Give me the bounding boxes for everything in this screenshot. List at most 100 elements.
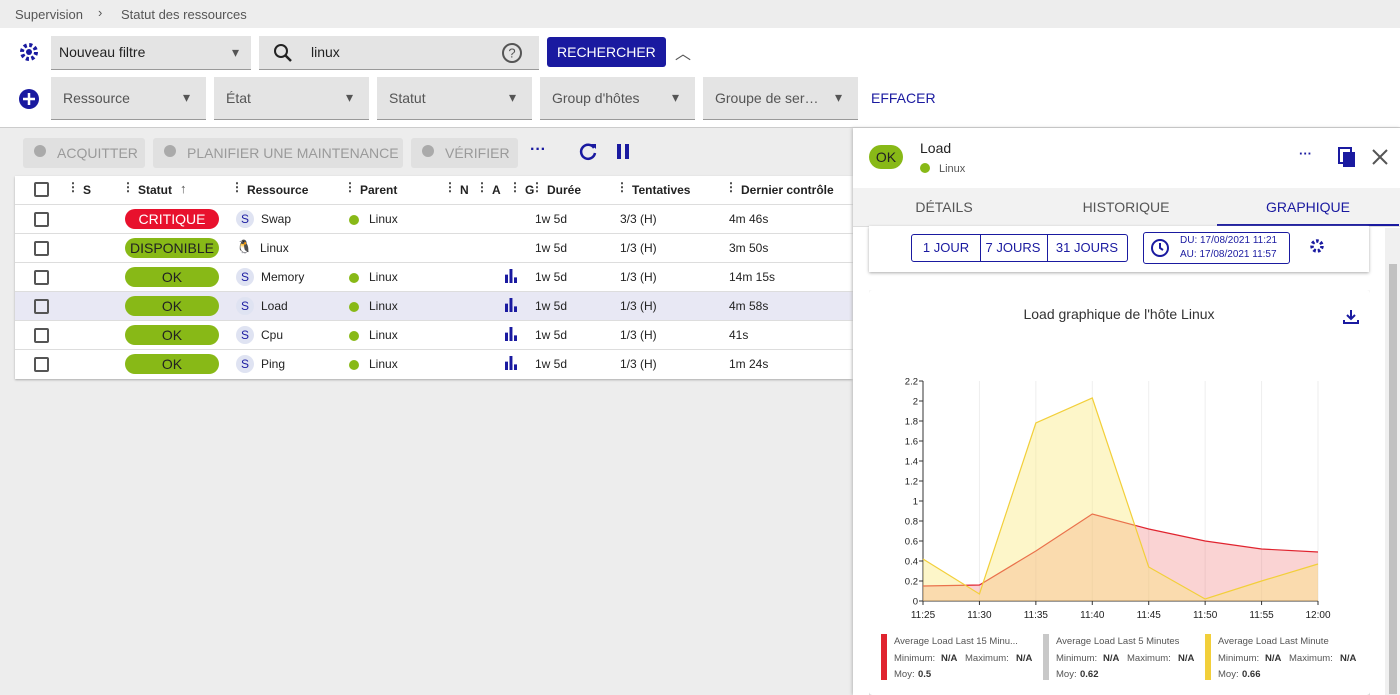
tab[interactable]: DÉTAILS [915,199,973,215]
period-button[interactable]: 31 JOURS [1047,234,1128,262]
action-button[interactable]: ACQUITTER [23,138,145,168]
column-header[interactable]: Statut [138,183,172,197]
pause-icon[interactable] [614,143,634,161]
status-chip: OK [125,325,219,345]
parent-name: Linux [369,357,398,371]
chart-background [869,290,1370,695]
column-header[interactable]: Durée [547,183,582,197]
help-icon[interactable]: ? [501,42,523,64]
close-icon[interactable] [1371,148,1389,166]
resource-name: Cpu [261,328,284,342]
row-checkbox[interactable] [34,212,49,227]
tab[interactable]: GRAPHIQUE [1217,188,1399,226]
download-icon[interactable] [1343,310,1359,324]
settings-icon[interactable] [1309,238,1325,254]
table-row[interactable]: DISPONIBLE 🐧 Linux 1w 5d 1/3 (H) 3m 50s [15,233,853,263]
criteria-select[interactable]: État ▾ [214,77,369,120]
dropdown-arrow: ▾ [345,89,353,105]
panel-name: Load [920,140,952,156]
x-tick-label: 11:45 [1137,610,1162,621]
type-badge: S [236,268,254,286]
table-row[interactable]: OK S Memory Linux 1w 5d 1/3 (H) 14m 15s [15,262,853,292]
y-tick-label: 1.2 [905,477,918,488]
graph-icon[interactable] [505,327,517,341]
column-dots: ⋮ [725,180,737,194]
copy-icon[interactable] [1337,146,1357,168]
refresh-icon[interactable] [577,141,599,163]
search-button[interactable]: RECHERCHER [547,37,666,67]
legend-swatch [1043,634,1049,680]
legend-name[interactable]: Average Load Last Minute [1218,636,1329,647]
add-icon[interactable] [18,88,40,110]
graph-icon[interactable] [505,269,517,283]
legend-avg: 0.5 [918,669,932,680]
type-badge: S [236,297,254,315]
search-icon [274,44,292,62]
more-icon[interactable]: ··· [530,141,546,158]
crumb[interactable]: Statut des ressources [121,7,247,22]
column-header[interactable]: Tentatives [632,183,691,197]
y-tick-label: 0.8 [905,517,918,528]
column-header[interactable]: G [525,183,535,197]
filter-select[interactable]: Nouveau filtre ▾ [51,36,251,70]
collapse-icon[interactable]: ︿ [675,46,692,63]
resource-name: Memory [261,270,305,284]
graph-icon[interactable] [505,298,517,312]
legend-name[interactable]: Average Load Last 15 Minu... [894,636,1018,647]
column-header[interactable]: S [83,183,92,197]
table-row[interactable]: OK S Load Linux 1w 5d 1/3 (H) 4m 58s [15,291,853,321]
last-check: 4m 58s [729,299,769,313]
action-button[interactable]: VÉRIFIER [411,138,518,168]
search-input[interactable]: linux ? [259,36,539,70]
scroll-thumb[interactable] [1389,264,1397,694]
more-icon[interactable]: ··· [1299,146,1312,161]
header-checkbox[interactable] [34,182,49,197]
duration: 1w 5d [535,241,568,255]
criteria-select[interactable]: Group d'hôtes ▾ [540,77,695,120]
column-header[interactable]: A [492,183,501,197]
tab[interactable]: HISTORIQUE [1082,199,1170,215]
period-button[interactable]: 1 JOUR [911,234,981,262]
row-checkbox[interactable] [34,299,49,314]
table-row[interactable]: CRITIQUE S Swap Linux 1w 5d 3/3 (H) 4m 46s [15,204,853,234]
graph-icon[interactable] [505,356,517,370]
column-header[interactable]: N [460,183,469,197]
table-row[interactable]: OK S Ping Linux 1w 5d 1/3 (H) 1m 24s [15,349,853,379]
dropdown-arrow: ▾ [834,89,842,105]
legend-name[interactable]: Average Load Last 5 Minutes [1056,636,1180,647]
row-checkbox[interactable] [34,357,49,372]
y-tick-label: 0.6 [905,537,918,548]
clear-button[interactable]: EFFACER [871,90,936,106]
period-card: DU: 17/08/2021 11:21 AU: 17/08/2021 11:5… [869,226,1369,272]
row-checkbox[interactable] [34,270,49,285]
legend-avg: 0.66 [1242,669,1261,680]
column-header[interactable]: Ressource [247,183,309,197]
criteria-label: Statut [389,90,426,106]
criteria-label: Ressource [63,90,130,106]
action-button[interactable]: PLANIFIER UNE MAINTENANCE [153,138,403,168]
criteria-select[interactable]: Groupe de ser… ▾ [703,77,858,120]
period-button[interactable]: 7 JOURS [979,234,1048,262]
x-tick-label: 11:55 [1249,610,1274,621]
column-header[interactable]: Dernier contrôle [741,183,834,197]
table-row[interactable]: OK S Cpu Linux 1w 5d 1/3 (H) 41s [15,320,853,350]
duration: 1w 5d [535,357,568,371]
column-dots: ⋮ [444,180,456,194]
scrollbar[interactable] [1385,228,1400,695]
parent-dot [349,331,359,341]
x-tick-label: 11:40 [1080,610,1105,621]
row-checkbox[interactable] [34,328,49,343]
settings-icon[interactable] [18,41,40,63]
criteria-select[interactable]: Ressource ▾ [51,77,206,120]
legend-min-label: Minimum: [1056,653,1097,664]
criteria-select[interactable]: Statut ▾ [377,77,532,120]
date-range[interactable]: DU: 17/08/2021 11:21 AU: 17/08/2021 11:5… [1143,232,1290,264]
legend-swatch [1205,634,1211,680]
column-dots: ⋮ [231,180,243,194]
column-header[interactable]: Parent [360,183,398,197]
legend-min: N/A [1265,653,1282,664]
crumb[interactable]: Supervision [15,7,83,22]
row-checkbox[interactable] [34,241,49,256]
legend-avg-label: Moy: [894,669,915,680]
